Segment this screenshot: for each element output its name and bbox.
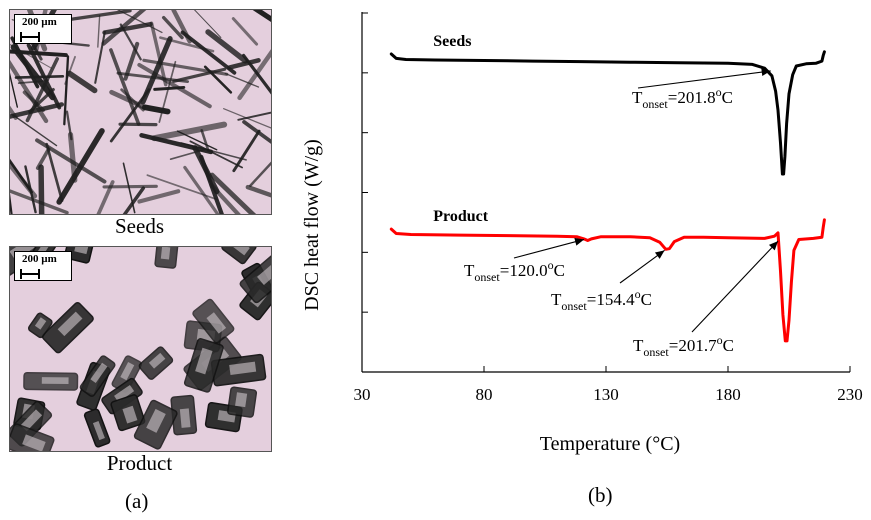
x-tick-label: 180 xyxy=(715,385,741,404)
chart-annotations: Tonset=201.8oC Tonset=120.0oC Tonset=154.4… xyxy=(464,68,779,359)
product-micrograph: 200 µm xyxy=(9,246,272,452)
seeds-micrograph: 200 µm xyxy=(9,9,272,215)
y-axis-label: DSC heat flow (W/g) xyxy=(301,139,323,311)
annotation-arrow xyxy=(637,70,771,89)
annotation-label: Tonset=154.4oC xyxy=(551,287,652,313)
x-tick-label: 130 xyxy=(593,385,619,404)
x-tick-label: 80 xyxy=(476,385,493,404)
product-scale-label: 200 µm xyxy=(22,253,57,265)
product-caption: Product xyxy=(106,451,173,475)
series-line-product xyxy=(389,218,826,343)
seeds-caption: Seeds xyxy=(115,214,164,238)
seeds-scale-bar: 200 µm xyxy=(14,14,72,44)
dsc-chart: 30 80 130 180 230 Seeds Product Tonset=201.8o… xyxy=(301,12,863,455)
annotation-arrow xyxy=(691,240,779,333)
chart-axes: 30 80 130 180 230 xyxy=(354,12,863,404)
chart-series: Seeds Product xyxy=(389,33,826,343)
annotation-arrow xyxy=(619,249,665,284)
seeds-scale-label: 200 µm xyxy=(22,16,57,28)
series-label-seeds: Seeds xyxy=(433,33,471,50)
series-label-product: Product xyxy=(433,208,488,225)
x-axis-label: Temperature (°C) xyxy=(540,433,680,455)
seeds-crystals-image xyxy=(10,10,271,214)
x-tick-label: 30 xyxy=(354,385,371,404)
product-scale-bar: 200 µm xyxy=(14,251,72,281)
annotation-arrowhead xyxy=(768,241,779,251)
x-tick-label: 230 xyxy=(837,385,863,404)
annotation-label: Tonset=201.8oC xyxy=(632,85,733,111)
annotation-arrowhead xyxy=(761,68,771,77)
annotation-arrowhead xyxy=(574,237,585,246)
annotation-arrowhead xyxy=(654,250,665,259)
product-crystals-image xyxy=(10,247,271,451)
annotation-label: Tonset=120.0oC xyxy=(464,258,565,284)
annotation-arrow xyxy=(513,238,585,259)
panel-a-label: (a) xyxy=(125,489,149,513)
series-line-seeds xyxy=(389,50,826,176)
annotation-label: Tonset=201.7oC xyxy=(633,333,734,359)
panel-b-label: (b) xyxy=(588,483,613,507)
